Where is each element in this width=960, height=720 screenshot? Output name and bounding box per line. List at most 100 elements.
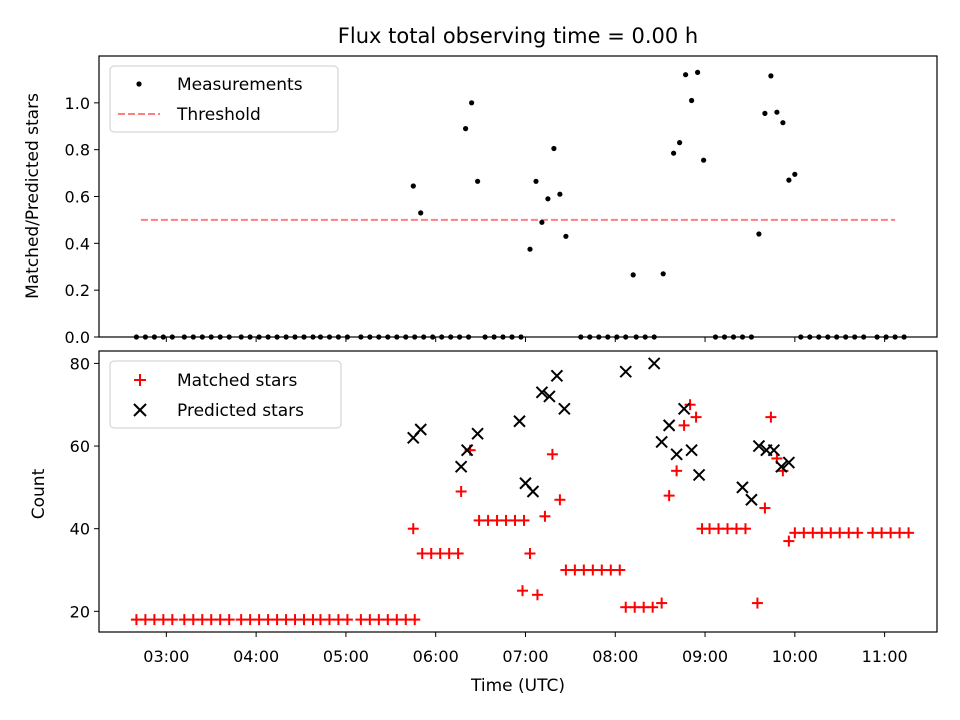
predicted-star-point — [513, 415, 526, 428]
predicted-star-point — [535, 386, 549, 399]
predicted-star-stroke — [513, 415, 526, 428]
matched-star-point — [341, 614, 353, 626]
matched-star-point — [852, 527, 864, 539]
x-axis-label: Time (UTC) — [470, 676, 565, 696]
predicted-star-stroke — [752, 439, 766, 453]
matched-star-point — [678, 419, 690, 431]
matched-star-point — [407, 523, 419, 535]
top-y-tick-label: 0.0 — [65, 328, 90, 347]
predicted-star-stroke — [662, 419, 676, 432]
measurement-point — [768, 73, 774, 79]
matched-star-point — [614, 564, 626, 576]
matched-star-point — [409, 614, 421, 626]
predicted-star-point — [745, 493, 758, 506]
bottom-legend-frame — [109, 360, 342, 429]
predicted-star-stroke — [619, 365, 632, 378]
predicted-star-point — [655, 435, 668, 449]
predicted-star-stroke — [550, 369, 564, 383]
predicted-star-stroke — [685, 443, 698, 457]
matched-star-point — [690, 411, 702, 423]
bottom-legend: Matched stars Predicted stars — [109, 360, 342, 429]
x-tick-label: 08:00 — [592, 647, 638, 666]
predicted-star-point — [526, 485, 540, 498]
predicted-star-point — [414, 423, 427, 436]
matched-star-point — [518, 514, 530, 526]
measurement-point — [551, 145, 557, 152]
measurement-point — [677, 140, 683, 146]
matched-star-point — [223, 614, 235, 626]
matched-star-point — [684, 399, 696, 411]
legend-predicted-label: Predicted stars — [177, 401, 304, 421]
matched-star-point — [455, 486, 467, 497]
predicted-star-stroke — [454, 460, 468, 473]
x-tick-label: 09:00 — [682, 647, 728, 666]
measurement-point — [539, 219, 545, 225]
matched-star-point — [554, 494, 566, 506]
predicted-star-stroke — [782, 456, 796, 469]
predicted-star-point — [767, 443, 781, 457]
predicted-star-stroke — [692, 468, 706, 482]
matched-star-point — [647, 601, 659, 613]
bottom-axes-frame — [98, 350, 938, 633]
measurement-point — [683, 72, 689, 78]
legend-matched-label: Matched stars — [177, 371, 297, 391]
bottom-y-axis-label: Count — [29, 468, 49, 519]
x-tick-label: 03:00 — [143, 647, 189, 666]
matched-star-point — [539, 510, 551, 522]
measurement-point — [545, 196, 551, 202]
measurement-point — [527, 246, 533, 252]
measurement-point — [762, 110, 768, 116]
predicted-star-stroke — [647, 357, 661, 370]
measurement-point — [786, 177, 792, 183]
legend-predicted-marker — [133, 403, 147, 417]
predicted-star-stroke — [736, 481, 749, 494]
predicted-star-point — [454, 460, 468, 473]
measurement-point — [774, 109, 780, 115]
measurement-point — [475, 178, 481, 184]
predicted-star-stroke — [767, 443, 781, 457]
measurement-point — [660, 271, 666, 277]
measurement-point — [557, 191, 563, 197]
x-tick-label: 04:00 — [233, 647, 279, 666]
predicted-star-stroke — [745, 493, 758, 506]
x-tick-label: 07:00 — [502, 647, 548, 666]
predicted-star-stroke — [471, 427, 484, 440]
measurement-point — [695, 69, 701, 75]
matched-star-point — [166, 614, 178, 626]
legend-threshold-label: Threshold — [176, 105, 261, 125]
top-y-axis: 0.0 0.2 0.4 0.6 0.8 1.0 — [65, 94, 886, 347]
legend-matched-marker — [134, 374, 146, 386]
top-legend: Measurements Threshold — [109, 65, 339, 133]
matched-star-point — [546, 448, 558, 460]
bottom-y-tick-label: 80 — [70, 354, 90, 373]
x-tick-label: 11:00 — [862, 647, 908, 666]
measurement-point — [533, 178, 539, 184]
predicted-star-point — [471, 427, 484, 440]
predicted-star-point — [662, 419, 676, 432]
top-y-axis-label: Matched/Predicted stars — [23, 93, 43, 299]
measurement-point — [701, 157, 707, 163]
bottom-y-tick-label: 60 — [70, 437, 90, 456]
predicted-star-point — [775, 460, 788, 473]
predicted-star-stroke — [775, 460, 788, 473]
measurement-point — [630, 272, 636, 278]
predicted-star-point — [685, 443, 698, 457]
predicted-star-stroke — [670, 448, 683, 461]
predicted-star-point — [543, 390, 556, 403]
measurement-point — [563, 233, 569, 239]
measurement-point — [418, 210, 424, 216]
matched-star-point — [765, 411, 777, 423]
matched-star-point — [663, 490, 675, 502]
predicted-star-point — [752, 439, 766, 453]
measurement-point — [780, 120, 786, 126]
measurement-point — [410, 183, 416, 189]
measurement-point — [671, 150, 677, 156]
predicted-star-stroke — [677, 402, 691, 416]
top-y-tick-label: 0.2 — [65, 281, 90, 300]
matched-star-point — [452, 547, 464, 559]
top-chart-title: Flux total observing time = 0.00 h — [338, 24, 698, 48]
top-y-tick-label: 0.4 — [65, 234, 90, 253]
predicted-star-point — [692, 468, 706, 482]
bottom-axes-ticks: 20 40 60 80 03:00 04:00 05:00 06:00 07:00 08:00 09… — [70, 354, 908, 666]
